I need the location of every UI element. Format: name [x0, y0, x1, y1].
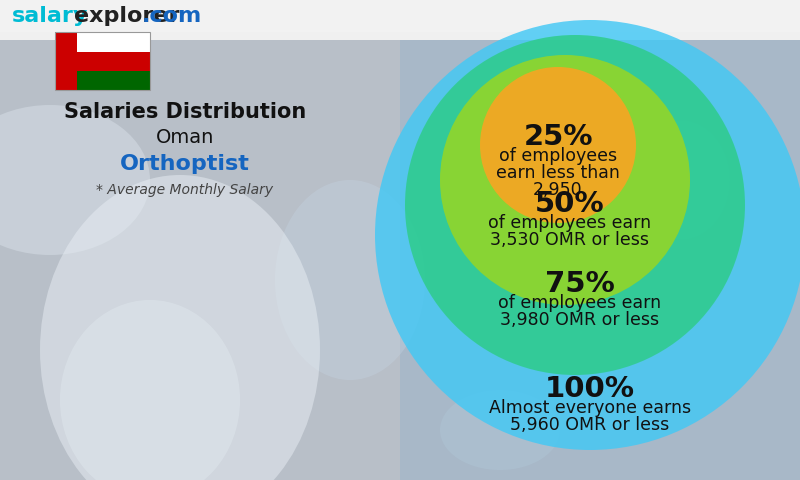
- Bar: [0, 40, 400, 480]
- Text: 3,980 OMR or less: 3,980 OMR or less: [501, 311, 659, 329]
- Text: Salaries Distribution: Salaries Distribution: [64, 102, 306, 122]
- Ellipse shape: [60, 300, 240, 480]
- Text: of employees earn: of employees earn: [489, 214, 651, 232]
- Text: 2,950: 2,950: [533, 181, 583, 199]
- Text: of employees: of employees: [499, 147, 617, 165]
- Text: salary: salary: [12, 6, 88, 26]
- Circle shape: [440, 55, 690, 305]
- Bar: [77, 52, 150, 71]
- Text: explorer: explorer: [74, 6, 179, 26]
- Circle shape: [405, 35, 745, 375]
- Bar: [77, 33, 150, 52]
- Ellipse shape: [275, 180, 425, 380]
- Text: of employees earn: of employees earn: [498, 294, 662, 312]
- Bar: [0, 0, 800, 40]
- Text: * Average Monthly Salary: * Average Monthly Salary: [97, 183, 274, 197]
- Ellipse shape: [630, 120, 730, 240]
- Text: 5,960 OMR or less: 5,960 OMR or less: [510, 416, 670, 434]
- Bar: [55, 32, 150, 90]
- Text: .com: .com: [142, 6, 202, 26]
- Text: Orthoptist: Orthoptist: [120, 154, 250, 174]
- Text: Oman: Oman: [156, 128, 214, 147]
- Text: 25%: 25%: [523, 123, 593, 151]
- Text: 3,530 OMR or less: 3,530 OMR or less: [490, 231, 650, 249]
- Ellipse shape: [40, 175, 320, 480]
- Ellipse shape: [440, 390, 560, 470]
- Bar: [77, 71, 150, 90]
- Bar: [400, 40, 800, 480]
- Text: 100%: 100%: [545, 375, 635, 403]
- Text: earn less than: earn less than: [496, 164, 620, 182]
- Text: Almost everyone earns: Almost everyone earns: [489, 399, 691, 417]
- Ellipse shape: [0, 105, 150, 255]
- Text: 75%: 75%: [545, 270, 615, 298]
- Text: 50%: 50%: [535, 190, 605, 218]
- Bar: [55, 32, 150, 90]
- Circle shape: [480, 67, 636, 223]
- Bar: [0, 0, 800, 32]
- Circle shape: [375, 20, 800, 450]
